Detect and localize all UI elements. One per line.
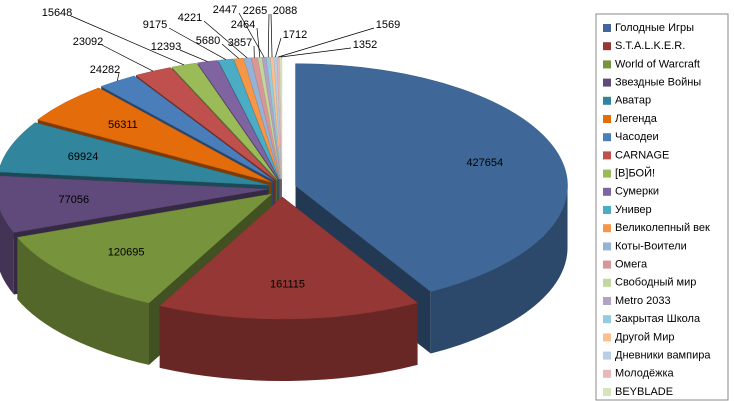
- legend-swatch: [603, 297, 611, 305]
- legend-label: Сумерки: [615, 186, 659, 198]
- legend-swatch: [603, 315, 611, 324]
- slice: [16, 193, 273, 304]
- slice-tops: [0, 56, 568, 320]
- data-label: 77056: [59, 194, 90, 206]
- legend-label: Великолепный век: [615, 222, 710, 234]
- leader-line: [203, 20, 248, 59]
- legend-swatch: [603, 351, 611, 360]
- data-label: 5680: [196, 35, 220, 47]
- data-label: 23092: [73, 36, 104, 48]
- leader-line: [270, 13, 273, 58]
- slice: [0, 175, 269, 233]
- data-label: 56311: [108, 119, 138, 131]
- data-label: 161115: [270, 279, 305, 291]
- leader-line: [275, 37, 282, 58]
- data-label: 3857: [228, 37, 252, 49]
- data-label: 9175: [143, 19, 167, 31]
- slice-outer-side: [0, 209, 14, 295]
- leader-line: [267, 13, 270, 58]
- legend-swatch: [603, 187, 611, 196]
- slice: [295, 63, 568, 292]
- legend-label: Часодеи: [615, 131, 659, 143]
- legend-label: BEYBLADE: [615, 386, 673, 398]
- legend-swatch: [603, 388, 611, 396]
- leader-line: [179, 49, 208, 62]
- legend-swatch: [603, 224, 611, 233]
- data-label: 427654: [466, 157, 503, 169]
- legend-label: CARNAGE: [615, 149, 669, 161]
- leader-line: [278, 27, 375, 58]
- legend-label: Коты-Воители: [615, 240, 687, 252]
- legend-swatch: [603, 60, 611, 69]
- slice: [171, 62, 278, 180]
- data-label: 1569: [376, 19, 400, 31]
- legend-swatch: [603, 151, 611, 160]
- legend-swatch: [603, 260, 611, 269]
- leader-line: [168, 27, 227, 60]
- legend-label: Омега: [615, 259, 648, 271]
- legend-swatch: [603, 96, 611, 105]
- leader-line: [238, 12, 265, 58]
- legend-label: Закрытая Школа: [615, 313, 701, 325]
- legend-box: [595, 13, 729, 401]
- leader-line: [70, 15, 185, 66]
- legend-label: S.T.A.L.K.E.R.: [615, 40, 685, 52]
- data-label: 1712: [283, 29, 307, 41]
- legend-swatch: [603, 78, 611, 87]
- slice-outer-side: [430, 185, 568, 354]
- legend-swatch: [603, 206, 611, 214]
- leader-line: [116, 72, 120, 81]
- legend-label: Молодёжка: [615, 368, 675, 380]
- slice-outer-side: [17, 237, 150, 365]
- data-label: 2265: [243, 5, 267, 17]
- slice: [37, 87, 272, 183]
- leader-line: [221, 43, 239, 59]
- legend-label: [В]БОЙ!: [615, 167, 655, 180]
- leader-line: [101, 44, 154, 72]
- data-label: 2088: [273, 5, 297, 17]
- legend-swatch: [603, 278, 611, 287]
- data-label: 2464: [231, 19, 255, 31]
- data-label: 15648: [42, 7, 73, 19]
- legend-label: Легенда: [615, 113, 658, 125]
- slice: [0, 122, 269, 186]
- leader-line: [280, 47, 352, 58]
- legend-label: Голодные Игры: [615, 22, 694, 34]
- legend-swatch: [603, 333, 611, 342]
- legend-swatch: [603, 369, 611, 378]
- data-label: 1352: [353, 39, 377, 51]
- legend-label: World of Warcraft: [615, 58, 700, 70]
- data-label: 24282: [90, 64, 121, 76]
- legend-label: Аватар: [615, 95, 651, 107]
- legend-label: Универ: [615, 204, 652, 216]
- legend-label: Звездные Войны: [615, 77, 701, 89]
- legend-label: Другой Мир: [615, 331, 674, 343]
- leader-line: [256, 27, 261, 58]
- legend-swatch: [603, 115, 611, 123]
- legend-swatch: [603, 242, 611, 251]
- legend-label: Metro 2033: [615, 295, 671, 307]
- data-label: 4221: [178, 12, 202, 24]
- legend-swatch: [603, 24, 611, 32]
- legend-label: Дневники вампира: [615, 350, 711, 362]
- slice-outer-side: [159, 302, 418, 381]
- data-label: 120695: [108, 247, 145, 259]
- legend-swatch: [603, 42, 611, 51]
- data-label: 2447: [213, 4, 237, 16]
- slice: [159, 196, 419, 320]
- data-label: 12393: [151, 41, 182, 53]
- legend-label: Свободный мир: [615, 277, 696, 289]
- legend-swatch: [603, 169, 611, 178]
- data-label: 69924: [68, 151, 99, 163]
- legend-swatch: [603, 133, 611, 142]
